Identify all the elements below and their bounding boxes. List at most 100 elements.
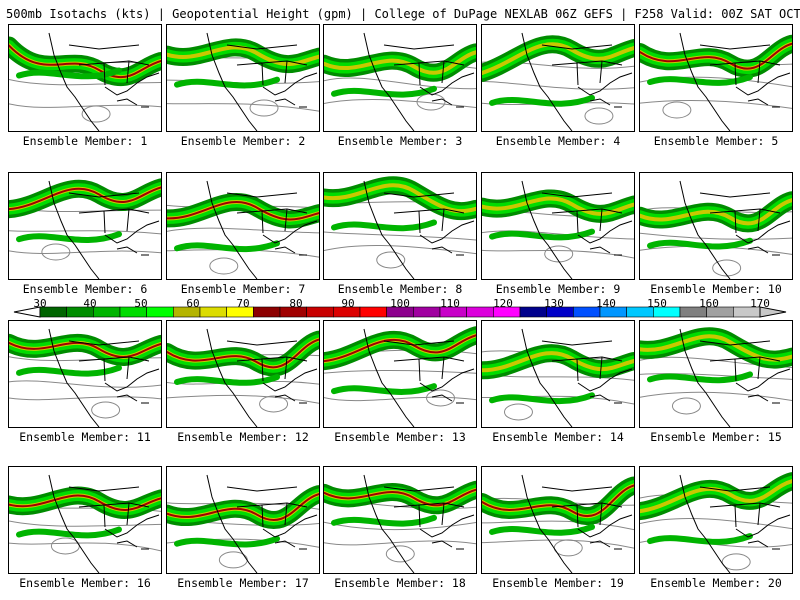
jet-stream	[482, 35, 634, 107]
ensemble-member-label: Ensemble Member: 11	[19, 430, 151, 444]
ensemble-map	[482, 180, 634, 279]
jet-stream	[167, 38, 319, 89]
jet-stream	[482, 476, 634, 536]
colorbar-bin	[306, 306, 334, 318]
coastlines	[679, 328, 791, 427]
ensemble-map-panel	[323, 320, 477, 428]
height-contours	[9, 206, 161, 261]
ensemble-map-panel	[481, 466, 635, 574]
coastlines	[206, 328, 318, 427]
coastlines	[363, 328, 475, 427]
colorbar-tick-label: 140	[596, 297, 616, 310]
colorbar-tick-label: 150	[647, 297, 667, 310]
ensemble-map-panel	[323, 24, 477, 132]
colorbar-bin	[359, 306, 387, 318]
colorbar-tick-label: 100	[390, 297, 410, 310]
ensemble-map	[167, 328, 319, 427]
jet-stream	[9, 178, 161, 243]
ensemble-member-label: Ensemble Member: 7	[180, 282, 306, 296]
coastlines	[206, 180, 318, 279]
jet-stream	[167, 330, 319, 386]
ensemble-map	[167, 474, 319, 573]
ensemble-map-panel	[323, 466, 477, 574]
colorbar-bin	[199, 306, 227, 318]
colorbar-bin	[466, 306, 494, 318]
colorbar-tick-label: 50	[134, 297, 148, 310]
coastlines	[521, 32, 633, 131]
colorbar-bin	[253, 306, 281, 318]
colorbar-right-arrow	[759, 306, 787, 318]
ensemble-map-panel	[8, 24, 162, 132]
ensemble-member-label: Ensemble Member: 12	[177, 430, 309, 444]
ensemble-map	[482, 32, 634, 131]
jet-stream	[482, 344, 634, 405]
colorbar-tick-label: 80	[289, 297, 303, 310]
colorbar-graphic	[13, 306, 787, 318]
jet-stream	[9, 333, 161, 377]
ensemble-member-label: Ensemble Member: 15	[650, 430, 782, 444]
jet-stream	[324, 176, 476, 232]
ensemble-member-label: Ensemble Member: 19	[492, 576, 624, 590]
ensemble-map	[324, 32, 476, 131]
ensemble-map-panel	[481, 24, 635, 132]
ensemble-member-label: Ensemble Member: 17	[177, 576, 309, 590]
colorbar-bin	[519, 306, 547, 318]
ensemble-member-label: Ensemble Member: 20	[650, 576, 782, 590]
ensemble-map	[324, 474, 476, 573]
jet-stream	[167, 485, 319, 548]
colorbar-tick-label: 130	[544, 297, 564, 310]
colorbar-tick-label: 90	[341, 297, 355, 310]
jet-stream	[9, 486, 161, 539]
ensemble-map	[640, 32, 792, 131]
ensemble-map	[167, 32, 319, 131]
colorbar-bin	[93, 306, 121, 318]
ensemble-map-panel	[8, 172, 162, 280]
ensemble-map	[9, 474, 161, 573]
jet-stream	[167, 193, 319, 253]
ensemble-member-label: Ensemble Member: 3	[337, 134, 463, 148]
colorbar-tick-label: 160	[699, 297, 719, 310]
jet-stream	[482, 189, 634, 241]
ensemble-map	[9, 178, 161, 279]
jet-stream	[324, 480, 476, 527]
ensemble-map-panel	[639, 320, 793, 428]
ensemble-member-label: Ensemble Member: 4	[495, 134, 621, 148]
ensemble-member-label: Ensemble Member: 16	[19, 576, 151, 590]
coastlines	[679, 180, 791, 279]
colorbar-tick-label: 60	[186, 297, 200, 310]
ensemble-member-label: Ensemble Member: 13	[334, 430, 466, 444]
coastlines	[521, 180, 633, 279]
ensemble-map	[640, 327, 792, 427]
colorbar-tick-label: 40	[83, 297, 97, 310]
coastlines	[679, 32, 791, 131]
coastlines	[679, 474, 791, 573]
ensemble-member-label: Ensemble Member: 10	[650, 282, 782, 296]
ensemble-map	[167, 180, 319, 279]
jet-stream	[9, 36, 161, 87]
ensemble-map	[482, 474, 634, 573]
coastlines	[206, 32, 318, 131]
colorbar-bin	[146, 306, 174, 318]
colorbar-tick-label: 120	[493, 297, 513, 310]
ensemble-member-label: Ensemble Member: 6	[22, 282, 148, 296]
colorbar-tick-label: 30	[33, 297, 47, 310]
ensemble-map	[9, 328, 161, 427]
jet-stream	[640, 191, 792, 250]
coastlines	[48, 32, 160, 131]
coastlines	[363, 474, 475, 573]
colorbar-tick-label: 170	[750, 297, 770, 310]
ensemble-member-label: Ensemble Member: 5	[653, 134, 779, 148]
coastlines	[48, 474, 160, 573]
ensemble-map	[324, 326, 476, 427]
ensemble-map-panel	[166, 24, 320, 132]
ensemble-map	[640, 180, 792, 279]
coastlines	[48, 328, 160, 427]
ensemble-map-panel	[639, 24, 793, 132]
page-title: 500mb Isotachs (kts) | Geopotential Heig…	[6, 7, 800, 21]
ensemble-map	[482, 328, 634, 427]
coastlines	[363, 180, 475, 279]
jet-stream	[640, 472, 792, 545]
ensemble-map	[9, 32, 161, 131]
colorbar-tick-label: 70	[236, 297, 250, 310]
ensemble-map-panel	[639, 172, 793, 280]
